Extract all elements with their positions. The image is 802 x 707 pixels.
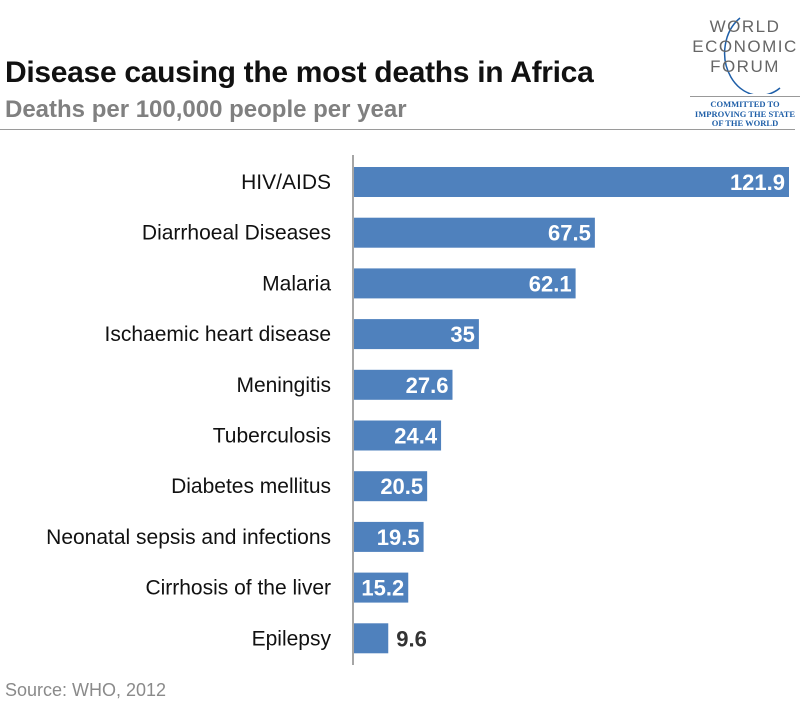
logo-tagline: COMMITTED TO IMPROVING THE STATE OF THE … bbox=[690, 96, 800, 129]
data-label: 121.9 bbox=[730, 170, 785, 195]
bar bbox=[354, 319, 479, 350]
category-label: Meningitis bbox=[236, 374, 331, 397]
bar bbox=[354, 521, 424, 552]
bar bbox=[354, 217, 595, 248]
data-label: 9.6 bbox=[396, 626, 427, 651]
data-label: 19.5 bbox=[377, 525, 420, 550]
category-label: Tuberculosis bbox=[213, 425, 331, 448]
bar bbox=[354, 623, 389, 654]
bar bbox=[354, 167, 789, 197]
bar bbox=[354, 369, 453, 400]
category-label: Ischaemic heart disease bbox=[105, 323, 331, 346]
source-note: Source: WHO, 2012 bbox=[5, 680, 167, 700]
data-label: 24.4 bbox=[394, 424, 438, 449]
logo-arc-icon bbox=[723, 17, 781, 94]
wef-logo: WORLD ECONOMIC FORUM COMMITTED TO IMPROV… bbox=[690, 14, 800, 128]
category-label: HIV/AIDS bbox=[241, 171, 331, 194]
category-label: Malaria bbox=[262, 272, 331, 295]
divider bbox=[0, 129, 795, 130]
category-label: Diabetes mellitus bbox=[171, 475, 331, 498]
logo-line: ECONOMIC bbox=[692, 37, 798, 56]
tagline-line: OF THE WORLD bbox=[711, 118, 779, 128]
data-label: 67.5 bbox=[548, 221, 591, 246]
tagline-line: IMPROVING THE STATE bbox=[694, 108, 796, 119]
logo-line: WORLD bbox=[709, 17, 781, 36]
category-label: Epilepsy bbox=[252, 627, 332, 650]
data-label: 27.6 bbox=[406, 373, 449, 398]
bar bbox=[354, 268, 576, 299]
category-label: Diarrhoeal Diseases bbox=[142, 222, 331, 245]
bar bbox=[354, 471, 428, 502]
data-label: 62.1 bbox=[529, 271, 572, 296]
category-label: Cirrhosis of the liver bbox=[145, 577, 331, 600]
tagline-line: COMMITTED TO bbox=[710, 99, 780, 109]
data-label: 20.5 bbox=[380, 474, 423, 499]
data-label: 15.2 bbox=[361, 576, 404, 601]
chart-subtitle: Deaths per 100,000 people per year bbox=[5, 96, 407, 123]
category-label: Neonatal sepsis and infections bbox=[46, 526, 331, 549]
bar bbox=[354, 420, 442, 451]
chart-title: Disease causing the most deaths in Afric… bbox=[5, 56, 594, 89]
logo-line: FORUM bbox=[710, 57, 780, 76]
bar bbox=[354, 572, 409, 603]
data-label: 35 bbox=[450, 322, 474, 347]
